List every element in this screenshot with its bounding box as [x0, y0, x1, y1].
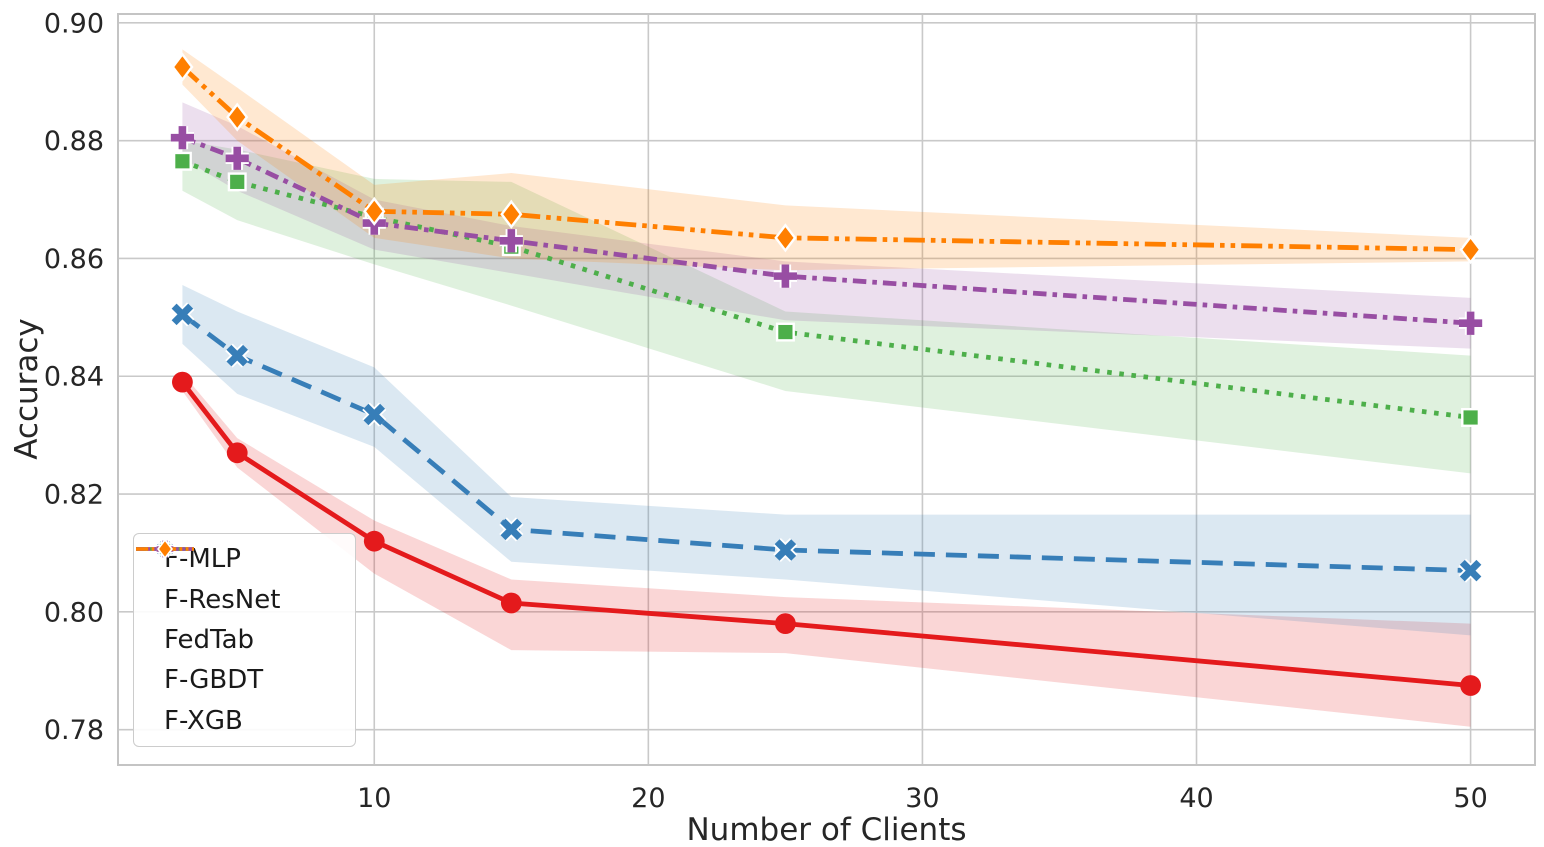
x-tick-label: 50: [1453, 783, 1487, 814]
series-line-f-gbdt: [181, 135, 1471, 326]
series-band-f-gbdt: [182, 102, 1471, 349]
legend-item-f-gbdt: F-GBDT: [136, 540, 355, 699]
tick-labels: 10 20 30 40 50 0.78 0.80 0.82 0.84 0.86 0.88 0.90: [44, 8, 1488, 814]
legend-item-fedtab: FedTab: [136, 542, 355, 659]
y-tick-label: 0.78: [44, 715, 104, 746]
y-tick-label: 0.90: [44, 8, 104, 39]
x-tick-label: 40: [1179, 783, 1213, 814]
y-tick-label: 0.80: [44, 597, 104, 628]
series-line-f-resnet: [180, 312, 1471, 574]
series-markers-f-xgb: [171, 52, 1482, 265]
series-markers-f-resnet: [170, 302, 1483, 583]
series-band-fedtab: [182, 140, 1471, 474]
x-tick-label: 30: [905, 783, 939, 814]
plot-border: [117, 13, 1536, 766]
series-band-f-resnet: [182, 284, 1471, 636]
legend-label-fedtab: FedTab: [164, 624, 255, 655]
series-line-f-mlp: [180, 380, 1471, 688]
y-tick-label: 0.82: [44, 480, 104, 511]
series-markers-f-gbdt: [170, 126, 1483, 335]
y-tick-label: 0.86: [44, 244, 104, 275]
legend-label-f-xgb: F-XGB: [164, 705, 243, 736]
x-tick-label: 10: [357, 783, 391, 814]
legend-label-f-gbdt: F-GBDT: [164, 665, 264, 696]
x-axis-title: Number of Clients: [686, 812, 967, 847]
y-axis-title: Accuracy: [9, 318, 45, 460]
legend-item-f-xgb: F-XGB: [136, 538, 355, 740]
series-band-f-mlp: [182, 373, 1471, 727]
series-line-f-xgb: [180, 65, 1471, 253]
y-tick-label: 0.88: [44, 126, 104, 157]
legend-swatch-f-xgb: [136, 538, 194, 560]
legend: F-MLP F-ResNet FedTab F-GBDT F-XGB: [133, 533, 356, 747]
series-markers-f-mlp: [172, 371, 1481, 696]
legend-item-f-resnet: F-ResNet: [136, 540, 355, 619]
x-tick-label: 20: [631, 783, 665, 814]
y-tick-label: 0.84: [44, 362, 104, 393]
legend-label-f-resnet: F-ResNet: [164, 584, 281, 615]
